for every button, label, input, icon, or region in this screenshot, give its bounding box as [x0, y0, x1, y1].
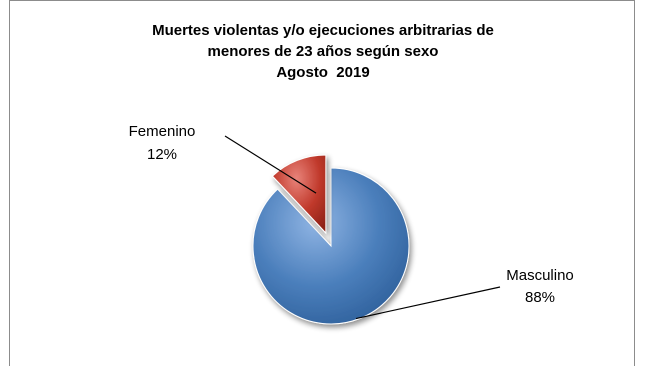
- chart-title: Muertes violentas y/o ejecuciones arbitr…: [0, 20, 646, 83]
- slice-label-masculino: Masculino: [506, 267, 574, 284]
- leader-line-masculino: [355, 286, 501, 320]
- data-labels: Masculino 88% Femenino 12%: [129, 123, 574, 306]
- chart-title-line-2: menores de 23 años según sexo: [207, 43, 439, 60]
- leader-line-femenino: [224, 135, 317, 194]
- leader-lines: [224, 135, 501, 320]
- slice-value-masculino: 88%: [525, 289, 555, 306]
- chart-title-line-3: Agosto 2019: [276, 64, 370, 81]
- pie-slices: [252, 154, 410, 325]
- pie-slice-masculino: [252, 167, 410, 325]
- chart-title-line-1: Muertes violentas y/o ejecuciones arbitr…: [152, 22, 494, 39]
- slice-value-femenino: 12%: [147, 146, 177, 163]
- slice-label-femenino: Femenino: [129, 123, 196, 140]
